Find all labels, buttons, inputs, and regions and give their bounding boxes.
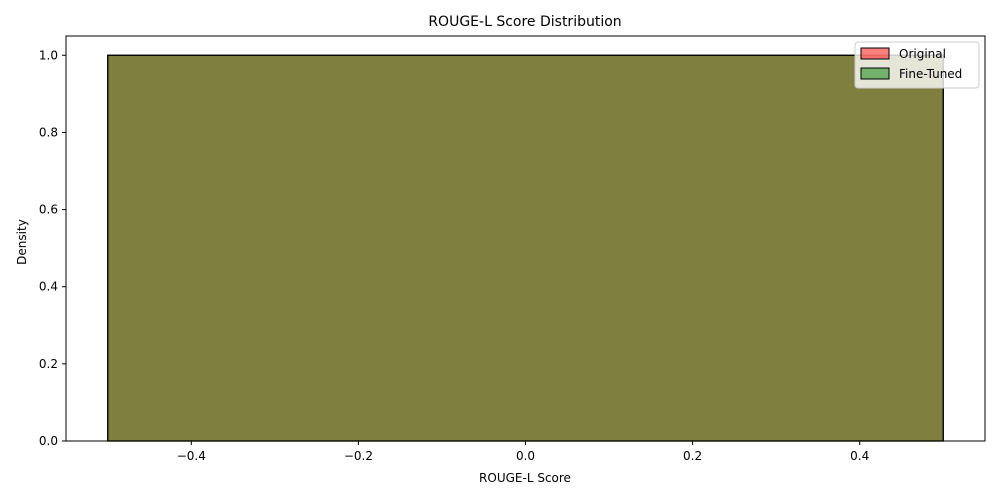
legend-swatch-0 — [860, 47, 890, 60]
y-tick-label: 0.4 — [39, 280, 58, 294]
y-axis-label: Density — [15, 219, 29, 265]
x-tick-label: −0.4 — [177, 449, 206, 463]
x-tick-label: 0.0 — [516, 449, 535, 463]
legend-label-0: Original — [899, 47, 946, 61]
legend-label-1: Fine-Tuned — [899, 67, 962, 81]
y-tick-label: 1.0 — [39, 48, 58, 62]
y-tick-label: 0.8 — [39, 125, 58, 139]
y-tick-label: 0.0 — [39, 434, 58, 448]
x-axis-label: ROUGE-L Score — [479, 471, 571, 485]
chart-title: ROUGE-L Score Distribution — [428, 14, 621, 30]
plot-frame — [65, 35, 986, 442]
histogram-bar-1-0 — [107, 54, 944, 442]
legend-swatch-1 — [860, 67, 890, 80]
y-tick-label: 0.2 — [39, 357, 58, 371]
ticks-layer: −0.4 −0.2 0.0 0.2 0.4 0.0 0.2 0.4 0.6 0.8 1.0 — [39, 48, 869, 463]
x-tick-label: 0.4 — [850, 449, 869, 463]
bars-layer — [107, 54, 944, 442]
x-tick-label: −0.2 — [344, 449, 373, 463]
x-tick-label: 0.2 — [683, 449, 702, 463]
y-tick-label: 0.6 — [39, 203, 58, 217]
legend: Original Fine-Tuned — [854, 41, 980, 89]
